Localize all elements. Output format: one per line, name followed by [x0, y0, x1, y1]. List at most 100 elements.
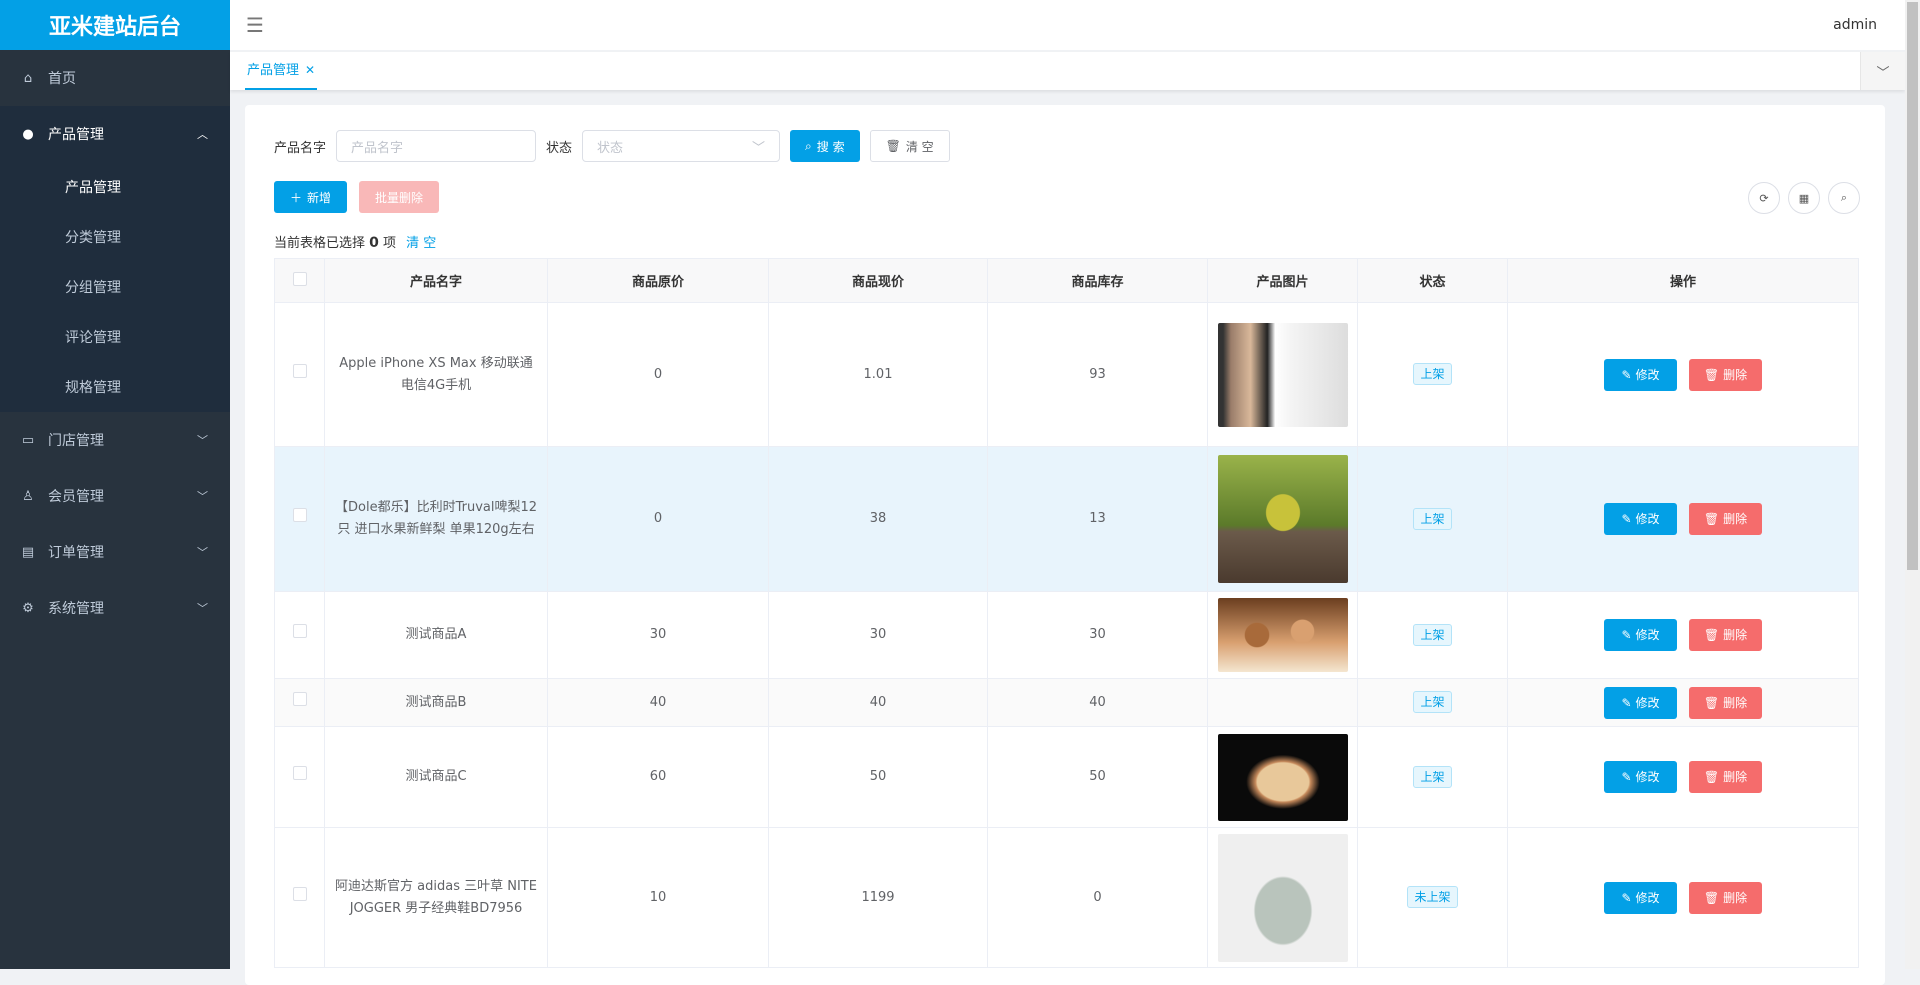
search-toggle-icon[interactable]: ⌕ [1828, 182, 1860, 214]
search-icon: ⌕ [805, 138, 812, 153]
chevron-down-icon: ﹀ [197, 602, 208, 615]
product-image-cell [1207, 827, 1358, 968]
clear-selection-link[interactable]: 清 空 [406, 236, 437, 251]
sidebar-subitem-categories[interactable]: 分类管理 [65, 230, 121, 246]
row-checkbox[interactable] [274, 726, 325, 828]
sidebar-item-stores[interactable]: ▭ 门店管理 ﹀ [0, 412, 230, 468]
chevron-down-icon: ﹀ [1876, 65, 1890, 81]
delete-button[interactable]: 🗑 删除 [1689, 619, 1762, 651]
row-checkbox[interactable] [274, 446, 325, 592]
tab-products[interactable]: 产品管理 ✕ [245, 52, 318, 90]
add-label: 新增 [307, 190, 332, 205]
edit-button[interactable]: ✎ 修改 [1604, 503, 1677, 535]
table-row: Apple iPhone XS Max 移动联通电信4G手机 0 1.01 93… [274, 302, 1859, 447]
operations-cell: ✎ 修改 🗑 删除 [1507, 678, 1859, 727]
product-image [1218, 733, 1348, 821]
sidebar-subitem-specs[interactable]: 规格管理 [65, 380, 121, 396]
table-row: 测试商品A 30 30 30 上架 ✎ 修改 🗑 删除 [274, 591, 1859, 679]
delete-label: 删除 [1723, 512, 1748, 526]
column-header: 状态 [1357, 258, 1508, 303]
table-tools: ⟳ ▦ ⌕ [1748, 182, 1860, 214]
name-input[interactable]: 产品名字 [336, 130, 537, 162]
status-badge: 上架 [1413, 691, 1452, 713]
delete-button[interactable]: 🗑 删除 [1689, 686, 1762, 719]
edit-label: 修改 [1635, 695, 1660, 710]
delete-label: 删除 [1723, 695, 1748, 710]
product-name: 测试商品C [324, 726, 548, 828]
status-cell: 上架 [1357, 302, 1508, 447]
app-logo: 亚米建站后台 [0, 0, 230, 50]
columns-icon[interactable]: ▦ [1788, 182, 1820, 214]
edit-button[interactable]: ✎ 修改 [1604, 358, 1677, 391]
page-scrollbar[interactable] [1905, 0, 1920, 969]
name-label: 产品名字 [274, 140, 327, 156]
sidebar-subitem-groups[interactable]: 分组管理 [65, 280, 121, 296]
clear-button-label: 清 空 [905, 139, 934, 154]
tab-label: 产品管理 [247, 63, 300, 78]
column-header: 商品现价 [768, 258, 988, 303]
status-badge: 未上架 [1407, 886, 1458, 908]
delete-button[interactable]: 🗑 删除 [1689, 503, 1762, 535]
sidebar-item-members[interactable]: ♙ 会员管理 ﹀ [0, 468, 230, 524]
original-price: 40 [547, 678, 769, 727]
select-all-checkbox[interactable] [274, 258, 325, 303]
batch-delete-button[interactable]: 批量删除 [359, 181, 439, 213]
close-icon[interactable]: ✕ [305, 63, 316, 77]
product-image-cell [1207, 678, 1358, 727]
user-menu[interactable]: admin [1833, 17, 1877, 33]
selection-info: 当前表格已选择 0 项清 空 [274, 232, 436, 251]
row-checkbox[interactable] [274, 678, 325, 727]
refresh-icon[interactable]: ⟳ [1748, 182, 1780, 214]
sidebar-item-label: 订单管理 [48, 545, 104, 561]
product-image-cell [1207, 726, 1358, 828]
edit-label: 修改 [1635, 512, 1660, 526]
status-cell: 上架 [1357, 446, 1508, 592]
original-price: 60 [547, 726, 769, 828]
content-card: 产品名字 产品名字 状态 状态 ﹀ ⌕ 搜 索 🗑 清 空 ＋ 新增 批量删除 ⟳ ▦ … [245, 105, 1885, 985]
sidebar: 亚米建站后台 ⌂ 首页 ● 产品管理 ︿ 产品管理 分类管理 分组管理 评论管理 规格… [0, 0, 230, 969]
sidebar-item-orders[interactable]: ▤ 订单管理 ﹀ [0, 524, 230, 580]
chevron-down-icon: ﹀ [752, 140, 766, 156]
delete-label: 删除 [1723, 367, 1748, 382]
clear-button[interactable]: 🗑 清 空 [869, 130, 950, 162]
menu-toggle-icon[interactable]: ☰ [246, 13, 264, 37]
delete-button[interactable]: 🗑 删除 [1689, 358, 1762, 391]
add-button[interactable]: ＋ 新增 [274, 181, 347, 213]
product-name: 阿迪达斯官方 adidas 三叶草 NITE JOGGER 男子经典鞋BD795… [324, 827, 548, 968]
sidebar-subitem-products[interactable]: 产品管理 [65, 180, 121, 196]
chevron-up-icon: ︿ [197, 128, 208, 141]
column-header: 操作 [1507, 258, 1859, 303]
edit-button[interactable]: ✎ 修改 [1604, 686, 1677, 719]
search-button[interactable]: ⌕ 搜 索 [790, 130, 860, 162]
plus-icon: ＋ [289, 190, 302, 205]
home-icon: ⌂ [23, 70, 33, 86]
sidebar-subitem-comments[interactable]: 评论管理 [65, 330, 121, 346]
sidebar-item-label: 门店管理 [48, 433, 104, 449]
edit-label: 修改 [1635, 770, 1660, 784]
column-header: 商品原价 [547, 258, 769, 303]
row-checkbox[interactable] [274, 302, 325, 447]
edit-button[interactable]: ✎ 修改 [1604, 619, 1677, 651]
delete-button[interactable]: 🗑 删除 [1689, 761, 1762, 793]
table-row: 阿迪达斯官方 adidas 三叶草 NITE JOGGER 男子经典鞋BD795… [274, 827, 1859, 968]
tabs-dropdown-button[interactable]: ﹀ [1860, 52, 1905, 90]
row-checkbox[interactable] [274, 591, 325, 679]
scrollbar-thumb[interactable] [1907, 2, 1918, 570]
sidebar-item-home[interactable]: ⌂ 首页 [0, 50, 230, 106]
delete-button[interactable]: 🗑 删除 [1689, 881, 1762, 914]
gear-icon: ⚙ [22, 600, 34, 616]
column-header: 产品名字 [324, 258, 548, 303]
current-price: 40 [768, 678, 988, 727]
sidebar-item-products[interactable]: ● 产品管理 ︿ [0, 106, 230, 162]
sidebar-item-system[interactable]: ⚙ 系统管理 ﹀ [0, 580, 230, 636]
delete-label: 删除 [1723, 890, 1748, 905]
product-name: 测试商品B [324, 678, 548, 727]
sidebar-item-label: 系统管理 [48, 601, 104, 617]
row-checkbox[interactable] [274, 827, 325, 968]
status-badge: 上架 [1413, 507, 1452, 530]
edit-button[interactable]: ✎ 修改 [1604, 881, 1677, 914]
status-select[interactable]: 状态 ﹀ [582, 130, 781, 162]
edit-button[interactable]: ✎ 修改 [1604, 761, 1677, 793]
trash-icon: 🗑 [1703, 695, 1720, 710]
current-price: 1.01 [768, 302, 988, 447]
